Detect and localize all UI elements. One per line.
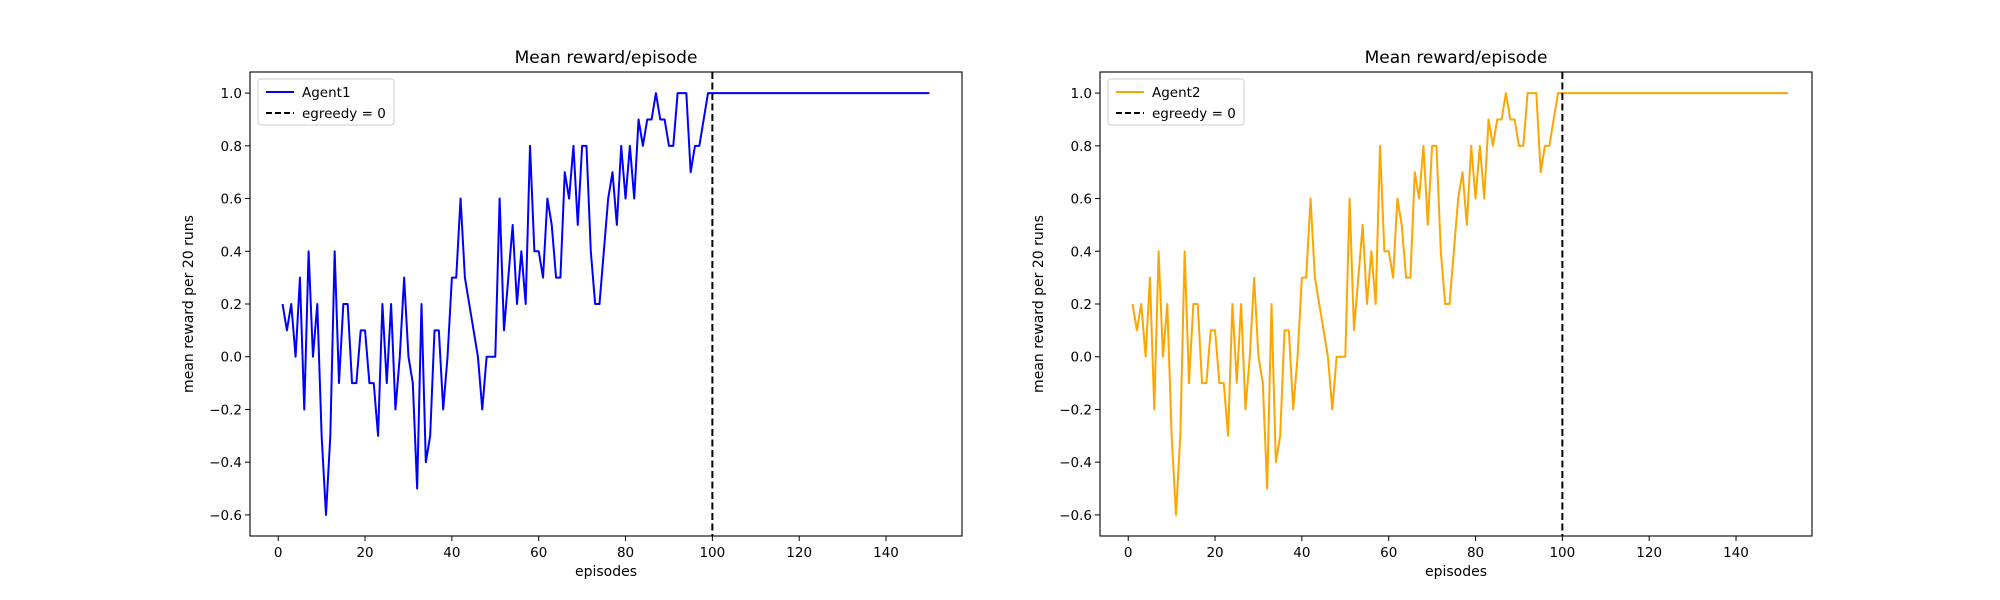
y-axis-label: mean reward per 20 runs [1031,215,1047,393]
x-tick-label: 100 [1549,545,1575,561]
y-tick-label: 1.0 [1071,86,1092,102]
legend: Agent1 egreedy = 0 [257,78,395,126]
y-tick-label: 1.0 [221,86,242,102]
y-tick-label: −0.6 [209,508,242,524]
x-tick-label: 120 [786,545,812,561]
legend-label-egreedy: egreedy = 0 [1152,106,1236,122]
series-line-agent2 [1131,92,1789,516]
y-tick-label: −0.2 [1059,402,1092,418]
x-tick-label: 40 [1293,545,1310,561]
x-tick-label: 40 [443,545,460,561]
plot-frame [249,71,963,537]
y-tick-label: 0.8 [221,139,242,155]
y-tick-label: 0.6 [221,192,242,208]
chart-left: Mean reward/episode 0 20 40 60 80 100 120 140 −0.… [181,48,963,580]
y-tick-label: 0.2 [221,297,242,313]
y-tick-label: 0.4 [221,244,242,260]
x-tick-label: 120 [1636,545,1662,561]
x-tick-label: 100 [699,545,725,561]
y-tick-label: −0.6 [1059,508,1092,524]
legend-label-egreedy: egreedy = 0 [302,106,386,122]
y-tick-label: −0.4 [1059,455,1092,471]
legend: Agent2 egreedy = 0 [1107,78,1245,126]
chart-right: Mean reward/episode 0 20 40 60 80 100 120 140 −0.… [1031,48,1813,580]
legend-box [257,78,395,126]
legend-box [1107,78,1245,126]
y-axis-label: mean reward per 20 runs [181,215,197,393]
legend-label-agent1: Agent1 [302,85,351,101]
y-tick-label: 0.2 [1071,297,1092,313]
y-tick-label: 0.0 [221,350,242,366]
y-tick-label: −0.4 [209,455,242,471]
x-tick-label: 80 [1467,545,1484,561]
y-tick-label: 0.6 [1071,192,1092,208]
x-tick-label: 140 [873,545,899,561]
x-tick-label: 140 [1723,545,1749,561]
legend-label-agent2: Agent2 [1152,85,1201,101]
y-tick-label: 0.0 [1071,350,1092,366]
plot-frame [1099,71,1813,537]
y-tick-label: 0.4 [1071,244,1092,260]
chart-title: Mean reward/episode [1365,48,1548,68]
x-axis-label: episodes [575,564,637,580]
y-tick-label: −0.2 [209,402,242,418]
x-axis-label: episodes [1425,564,1487,580]
x-tick-label: 20 [356,545,373,561]
x-tick-label: 60 [1380,545,1397,561]
x-tick-label: 0 [1124,545,1133,561]
y-tick-label: 0.8 [1071,139,1092,155]
x-tick-label: 20 [1206,545,1223,561]
series-line-agent1 [281,92,930,516]
x-tick-label: 80 [617,545,634,561]
x-tick-label: 0 [274,545,283,561]
chart-title: Mean reward/episode [515,48,698,68]
x-tick-label: 60 [530,545,547,561]
